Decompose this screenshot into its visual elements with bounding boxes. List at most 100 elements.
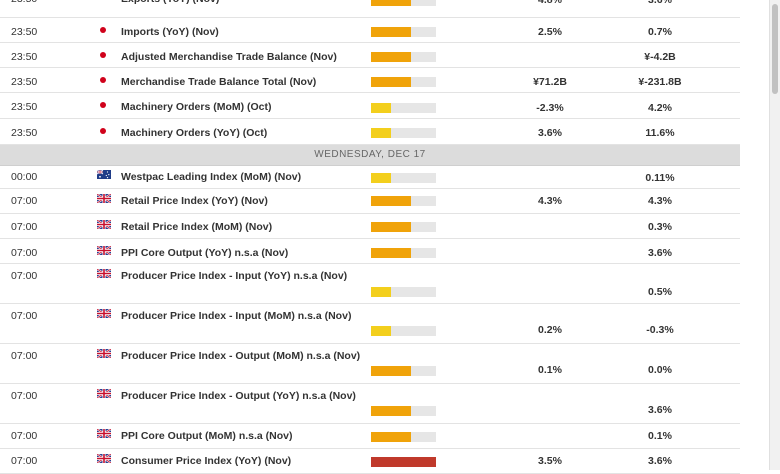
- event-row[interactable]: 23:50 Exports (YoY) (Nov) 4.8% 3.6%: [0, 0, 740, 18]
- event-row[interactable]: 07:00 Producer Price Index - Output (YoY)…: [0, 384, 740, 424]
- uk-flag-icon: [97, 269, 111, 278]
- actual-value: 0.1%: [538, 364, 562, 376]
- event-title[interactable]: Westpac Leading Index (MoM) (Nov): [121, 171, 302, 183]
- forecast-value: 4.2%: [648, 102, 672, 114]
- impact-indicator: [371, 406, 436, 416]
- event-title[interactable]: PPI Core Output (YoY) n.s.a (Nov): [121, 247, 289, 259]
- event-row[interactable]: 23:50 Machinery Orders (YoY) (Oct) 3.6% 11.…: [0, 119, 740, 145]
- impact-indicator: [371, 222, 436, 232]
- forecast-value: 0.11%: [645, 172, 675, 184]
- impact-fill: [371, 0, 411, 6]
- uk-flag-icon: [97, 454, 111, 463]
- event-time: 07:00: [11, 455, 38, 467]
- vertical-scrollbar[interactable]: [769, 0, 780, 470]
- impact-indicator: [371, 457, 436, 467]
- event-list-wednesday: 00:00 Westpac Leading Index (MoM) (Nov) 0.…: [0, 166, 740, 474]
- event-title[interactable]: Retail Price Index (MoM) (Nov): [121, 221, 273, 233]
- impact-fill: [371, 52, 411, 62]
- event-title[interactable]: Imports (YoY) (Nov): [121, 26, 219, 38]
- forecast-value: ¥-231.8B: [638, 76, 682, 88]
- event-row[interactable]: 07:00 Producer Price Index - Output (MoM)…: [0, 344, 740, 384]
- actual-value: -2.3%: [536, 102, 564, 114]
- event-row[interactable]: 07:00 Producer Price Index - Input (YoY) …: [0, 264, 740, 304]
- forecast-value: 0.7%: [648, 26, 672, 38]
- event-title[interactable]: Producer Price Index - Output (MoM) n.s.…: [121, 350, 361, 362]
- event-title[interactable]: Machinery Orders (MoM) (Oct): [121, 101, 272, 113]
- event-title[interactable]: Producer Price Index - Output (YoY) n.s.…: [121, 390, 356, 402]
- event-title[interactable]: Producer Price Index - Input (YoY) n.s.a…: [121, 270, 348, 282]
- uk-flag-icon: [97, 246, 111, 255]
- impact-indicator: [371, 432, 436, 442]
- forecast-value: 11.6%: [645, 127, 675, 139]
- event-title[interactable]: Consumer Price Index (YoY) (Nov): [121, 455, 292, 467]
- actual-value: 3.6%: [538, 127, 562, 139]
- event-time: 23:50: [11, 76, 38, 88]
- event-time: 07:00: [11, 270, 38, 282]
- event-row[interactable]: 00:00 Westpac Leading Index (MoM) (Nov) 0.…: [0, 166, 740, 189]
- impact-indicator: [371, 173, 436, 183]
- event-time: 07:00: [11, 430, 38, 442]
- forecast-value: 0.0%: [648, 364, 672, 376]
- scrollbar-thumb[interactable]: [772, 4, 778, 94]
- forecast-value: 0.3%: [648, 221, 672, 233]
- event-list-tuesday: 23:50 Exports (YoY) (Nov) 4.8% 3.6% 23:50 Imp…: [0, 0, 740, 145]
- forecast-value: 3.6%: [648, 455, 672, 467]
- australia-flag-icon: [97, 170, 111, 179]
- event-row[interactable]: 23:50 Merchandise Trade Balance Total (No…: [0, 68, 740, 93]
- event-title[interactable]: PPI Core Output (MoM) n.s.a (Nov): [121, 430, 293, 442]
- event-row[interactable]: 07:00 Retail Price Index (MoM) (Nov) 0.3%: [0, 214, 740, 239]
- uk-flag-icon: [97, 309, 111, 318]
- actual-value: 0.2%: [538, 324, 562, 336]
- event-title[interactable]: Merchandise Trade Balance Total (Nov): [121, 76, 317, 88]
- impact-indicator: [371, 77, 436, 87]
- forecast-value: 3.6%: [648, 404, 672, 416]
- forecast-value: 0.5%: [648, 286, 672, 298]
- japan-flag-icon: [100, 77, 106, 83]
- impact-indicator: [371, 248, 436, 258]
- event-row[interactable]: 23:50 Adjusted Merchandise Trade Balance …: [0, 43, 740, 68]
- event-time: 07:00: [11, 350, 38, 362]
- event-row[interactable]: 07:00 Retail Price Index (YoY) (Nov) 4.3% 4…: [0, 189, 740, 214]
- impact-indicator: [371, 103, 436, 113]
- event-title[interactable]: Retail Price Index (YoY) (Nov): [121, 195, 268, 207]
- event-row[interactable]: 07:00 PPI Core Output (YoY) n.s.a (Nov) 3.…: [0, 239, 740, 264]
- actual-value: 4.3%: [538, 195, 562, 207]
- day-header: WEDNESDAY, DEC 17: [0, 145, 740, 166]
- event-row[interactable]: 07:00 Producer Price Index - Input (MoM) …: [0, 304, 740, 344]
- event-time: 00:00: [11, 171, 38, 183]
- event-time: 07:00: [11, 390, 38, 402]
- event-row[interactable]: 07:00 Consumer Price Index (YoY) (Nov) 3.5…: [0, 449, 740, 474]
- impact-fill: [371, 222, 411, 232]
- impact-fill: [371, 406, 411, 416]
- actual-value: ¥71.2B: [533, 76, 567, 88]
- japan-flag-icon: [100, 128, 106, 134]
- event-time: 07:00: [11, 310, 38, 322]
- uk-flag-icon: [97, 389, 111, 398]
- event-title[interactable]: Producer Price Index - Input (MoM) n.s.a…: [121, 310, 352, 322]
- impact-fill: [371, 103, 391, 113]
- impact-fill: [371, 173, 391, 183]
- event-time: 23:50: [11, 101, 38, 113]
- impact-indicator: [371, 287, 436, 297]
- forecast-value: 3.6%: [648, 247, 672, 259]
- uk-flag-icon: [97, 429, 111, 438]
- event-title[interactable]: Adjusted Merchandise Trade Balance (Nov): [121, 51, 337, 63]
- impact-fill: [371, 457, 436, 467]
- event-row[interactable]: 23:50 Imports (YoY) (Nov) 2.5% 0.7%: [0, 18, 740, 43]
- impact-indicator: [371, 52, 436, 62]
- event-title[interactable]: Exports (YoY) (Nov): [121, 0, 219, 5]
- impact-fill: [371, 287, 391, 297]
- event-time: 07:00: [11, 247, 38, 259]
- actual-value: 2.5%: [538, 26, 562, 38]
- economic-calendar: 23:50 Exports (YoY) (Nov) 4.8% 3.6% 23:50 Imp…: [0, 0, 740, 474]
- impact-fill: [371, 366, 411, 376]
- event-title[interactable]: Machinery Orders (YoY) (Oct): [121, 127, 268, 139]
- impact-indicator: [371, 366, 436, 376]
- event-row[interactable]: 23:50 Machinery Orders (MoM) (Oct) -2.3% 4.…: [0, 93, 740, 119]
- event-time: 07:00: [11, 221, 38, 233]
- event-row[interactable]: 07:00 PPI Core Output (MoM) n.s.a (Nov) 0.…: [0, 424, 740, 449]
- japan-flag-icon: [100, 27, 106, 33]
- forecast-value: 4.3%: [648, 195, 672, 207]
- impact-fill: [371, 432, 411, 442]
- event-time: 23:50: [11, 127, 38, 139]
